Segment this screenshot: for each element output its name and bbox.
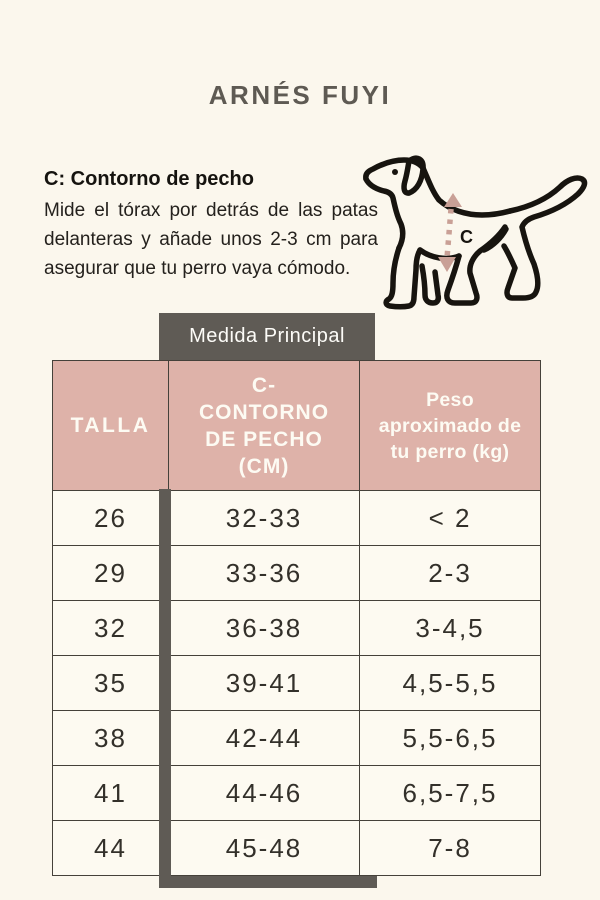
cell-contorno: 44-46 [168, 765, 360, 821]
measure-instructions: C: Contorno de pecho Mide el tórax por d… [44, 168, 378, 283]
cell-talla: 35 [52, 655, 169, 711]
cell-peso: 2-3 [359, 545, 541, 601]
cell-peso: 5,5-6,5 [359, 710, 541, 766]
cell-talla: 41 [52, 765, 169, 821]
cell-peso: 6,5-7,5 [359, 765, 541, 821]
highlight-column-bar-vertical [159, 489, 171, 888]
cell-talla: 38 [52, 710, 169, 766]
cell-talla: 26 [52, 490, 169, 546]
size-table-header-row: TALLA C- CONTORNO DE PECHO (CM) Peso apr… [52, 360, 541, 491]
cell-talla: 32 [52, 600, 169, 656]
measure-heading: C: Contorno de pecho [44, 168, 254, 190]
cell-contorno: 33-36 [168, 545, 360, 601]
girth-measure-arrow: C [438, 193, 473, 272]
cell-contorno: 39-41 [168, 655, 360, 711]
measure-arrow-down-icon [438, 257, 456, 272]
dog-eye [392, 169, 398, 175]
cell-contorno: 42-44 [168, 710, 360, 766]
size-table-row: 29 33-36 2-3 [52, 545, 541, 601]
size-table-row: 44 45-48 7-8 [52, 820, 541, 876]
cell-peso: < 2 [359, 490, 541, 546]
cell-talla: 29 [52, 545, 169, 601]
cell-contorno: 36-38 [168, 600, 360, 656]
highlight-column-bar-bottom [159, 876, 377, 888]
measure-dotted-line [444, 208, 454, 259]
size-table-row: 35 39-41 4,5-5,5 [52, 655, 541, 711]
col-header-peso: Peso aproximado de tu perro (kg) [359, 360, 541, 491]
measure-label: C [460, 227, 473, 247]
dog-illustration: C [363, 155, 588, 310]
size-table-row: 32 36-38 3-4,5 [52, 600, 541, 656]
size-table-row: 26 32-33 < 2 [52, 490, 541, 546]
measure-arrow-up-icon [444, 193, 462, 207]
dog-outline [363, 155, 588, 310]
cell-peso: 7-8 [359, 820, 541, 876]
cell-contorno: 45-48 [168, 820, 360, 876]
page-title: ARNÉS FUYI [208, 80, 392, 110]
cell-peso: 3-4,5 [359, 600, 541, 656]
cell-contorno: 32-33 [168, 490, 360, 546]
cell-talla: 44 [52, 820, 169, 876]
size-table-row: 41 44-46 6,5-7,5 [52, 765, 541, 821]
cell-peso: 4,5-5,5 [359, 655, 541, 711]
size-table-row: 38 42-44 5,5-6,5 [52, 710, 541, 766]
size-table: TALLA C- CONTORNO DE PECHO (CM) Peso apr… [52, 360, 541, 876]
measure-description: Mide el tórax por detrás de las patas de… [44, 200, 378, 279]
col-header-talla: TALLA [52, 360, 169, 491]
main-measure-banner: Medida Principal [159, 313, 375, 360]
col-header-contorno: C- CONTORNO DE PECHO (CM) [168, 360, 360, 491]
